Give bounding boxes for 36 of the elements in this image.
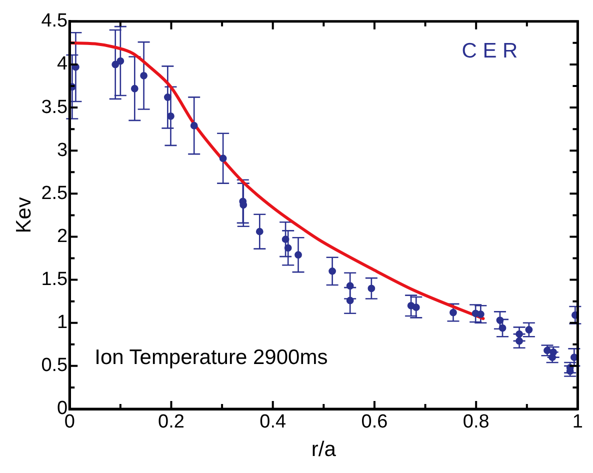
point: [256, 228, 264, 236]
point: [167, 112, 174, 120]
x-tick-label: 0.4: [260, 412, 286, 433]
x-tick-label: 1: [572, 412, 584, 433]
point: [140, 72, 148, 80]
point: [282, 236, 290, 244]
point: [112, 60, 120, 68]
point: [219, 154, 227, 162]
point: [190, 122, 198, 130]
annotation: Ion Temperature 2900ms: [94, 346, 328, 369]
y-tick-label: 3: [57, 140, 68, 161]
annotation: C E R: [462, 40, 518, 63]
point: [368, 284, 376, 292]
x-tick-label: 0.6: [361, 412, 388, 433]
point: [346, 282, 354, 290]
x-tick-label: 0.2: [158, 412, 184, 433]
y-tick-label: 0.5: [41, 355, 68, 376]
y-tick-label: 2: [57, 226, 68, 247]
y-tick-label: 1: [57, 312, 68, 334]
x-axis-title: r/a: [311, 438, 336, 462]
y-tick-label: 3.5: [41, 96, 68, 118]
point: [328, 267, 336, 275]
y-tick-label: 2.5: [41, 182, 68, 204]
point: [164, 94, 172, 101]
point: [412, 304, 420, 312]
y-tick-label: 4.5: [41, 10, 68, 32]
point: [284, 244, 292, 252]
point: [346, 296, 354, 304]
point: [116, 57, 124, 65]
y-axis-title: Kev: [12, 196, 36, 234]
x-tick-label: 0.8: [462, 412, 490, 433]
line-series: [70, 41, 485, 320]
point: [294, 251, 302, 259]
y-tick-label: 4: [57, 54, 68, 75]
point: [130, 84, 138, 92]
y-tick-label: 1.5: [41, 269, 68, 290]
